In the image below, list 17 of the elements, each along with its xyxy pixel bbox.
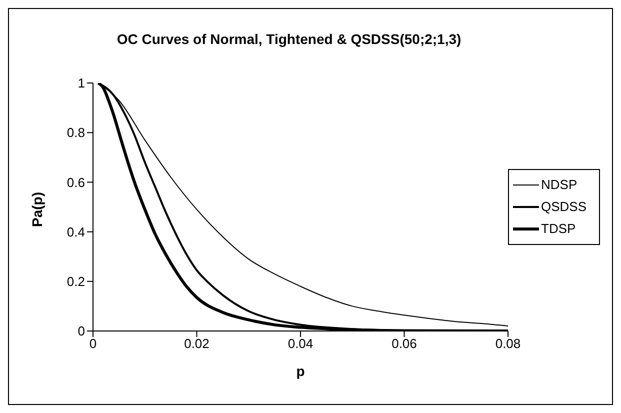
y-tick-label: 1: [78, 76, 85, 91]
x-tick-label: 0.04: [288, 336, 314, 352]
x-tick-label: 0.08: [495, 336, 521, 352]
x-tick-label: 0.02: [184, 336, 210, 352]
legend-label: NDSP: [541, 177, 578, 192]
y-tick-label: 0.4: [66, 224, 85, 240]
x-axis-title: p: [296, 363, 305, 379]
y-tick-label: 0.2: [66, 274, 85, 290]
x-tick-label: 0.06: [392, 336, 417, 352]
y-axis-title: Pa(p): [28, 192, 45, 227]
x-tick-label: 0: [89, 336, 97, 352]
legend-label: QSDSS: [541, 199, 587, 214]
y-tick-label: 0.6: [66, 174, 85, 190]
legend-label: TDSP: [541, 221, 576, 236]
y-tick-label: 0.8: [66, 125, 85, 140]
chart-title: OC Curves of Normal, Tightened & QSDSS(50;2;1,3): [116, 31, 462, 47]
y-tick-label: 0: [78, 324, 85, 339]
